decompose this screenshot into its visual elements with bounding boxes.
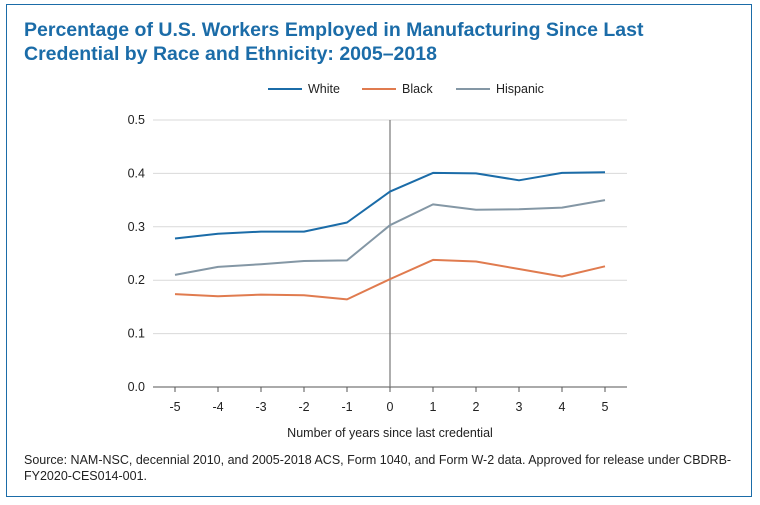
y-tick-label: 0.4: [128, 166, 145, 180]
legend: White Black Hispanic: [268, 82, 544, 96]
figure-frame: [6, 4, 752, 497]
series-lines: [174, 171, 606, 301]
y-tick-label: 0.2: [128, 273, 145, 287]
series-line-black: [174, 258, 606, 301]
series-line-hispanic: [174, 199, 606, 276]
legend-label-black: Black: [402, 82, 433, 96]
x-tick-label: 0: [387, 400, 394, 414]
y-tick-labels: 0.0 0.1 0.2 0.3 0.4 0.5: [128, 113, 145, 394]
legend-label-white: White: [308, 82, 340, 96]
x-tick-label: 3: [516, 400, 523, 414]
x-axis-title: Number of years since last credential: [287, 426, 493, 440]
y-tick-label: 0.5: [128, 113, 145, 127]
x-tick-labels: -5 -4 -3 -2 -1 0 1 2 3 4 5: [169, 400, 608, 414]
y-tick-label: 0.1: [128, 327, 145, 341]
x-tick-label: -1: [341, 400, 352, 414]
x-tick-label: 5: [602, 400, 609, 414]
series-line-white: [174, 171, 606, 240]
x-tick-label: -4: [212, 400, 223, 414]
x-tick-label: -5: [169, 400, 180, 414]
chart-title: Percentage of U.S. Workers Employed in M…: [24, 19, 644, 65]
legend-label-hispanic: Hispanic: [496, 82, 544, 96]
x-tick-label: -3: [255, 400, 266, 414]
x-tick-label: -2: [298, 400, 309, 414]
y-tick-label: 0.0: [128, 380, 145, 394]
x-tick-label: 2: [473, 400, 480, 414]
y-tick-label: 0.3: [128, 220, 145, 234]
axes: [153, 386, 627, 392]
source-note: Source: NAM-NSC, decennial 2010, and 200…: [24, 453, 732, 483]
x-tick-label: 1: [430, 400, 437, 414]
x-tick-label: 4: [559, 400, 566, 414]
